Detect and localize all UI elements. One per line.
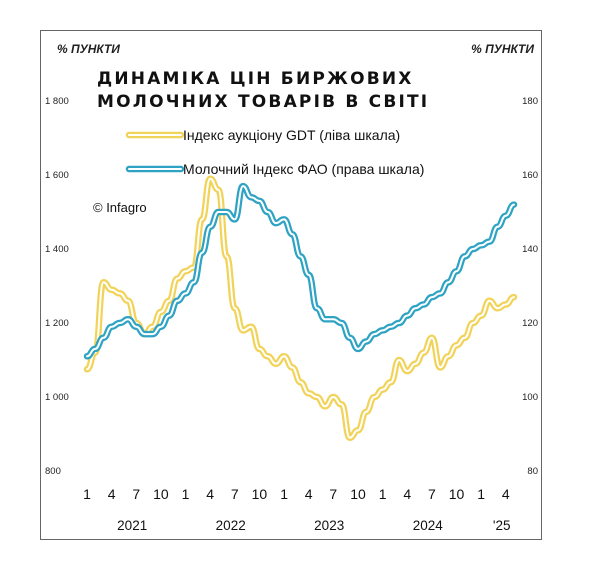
year-label: 2023 [314, 518, 344, 533]
right-tick-label: 100 [522, 392, 538, 403]
left-tick-label: 1 000 [45, 392, 69, 403]
x-tick-label: 4 [403, 486, 411, 502]
year-label: '25 [493, 518, 511, 533]
x-tick-label: 7 [132, 486, 140, 502]
x-tick-label: 1 [379, 486, 387, 502]
year-label: 2021 [117, 518, 147, 533]
x-tick-label: 1 [477, 486, 485, 502]
copyright-text: © Infagro [93, 200, 147, 215]
legend-fao-label: Молочний Індекс ФАО (права шкала) [183, 161, 424, 177]
legend: Індекс аукціону GDT (ліва шкала) Молочни… [125, 127, 424, 177]
year-label: 2022 [216, 518, 246, 533]
left-tick-label: 1 200 [45, 318, 69, 329]
x-axis-month-ticks: 1 4 7 10 1 4 7 10 1 4 7 10 1 4 7 10 1 4 [83, 486, 510, 502]
x-tick-label: 10 [153, 486, 169, 502]
right-axis-unit: % ПУНКТИ [471, 42, 534, 56]
right-tick-label: 120 [522, 318, 538, 329]
year-label: 2024 [413, 518, 444, 533]
left-tick-label: 1 800 [45, 96, 69, 107]
series-lines [83, 175, 518, 441]
series-line-fao-core [86, 185, 515, 358]
left-tick-label: 1 600 [45, 170, 69, 181]
x-tick-label: 7 [329, 486, 337, 502]
x-axis-year-labels: 2021 2022 2023 2024 '25 [117, 518, 510, 533]
chart-frame: % ПУНКТИ % ПУНКТИ ДИНАМІКА ЦІН БИРЖОВИХ … [40, 30, 542, 540]
series-line-gdt [83, 175, 518, 441]
legend-gdt-label: Індекс аукціону GDT (ліва шкала) [183, 127, 400, 143]
x-tick-label: 7 [231, 486, 239, 502]
x-tick-label: 4 [108, 486, 116, 502]
left-axis-ticks: 800 1 000 1 200 1 400 1 600 1 800 [45, 96, 69, 477]
series-line-gdt-core [86, 177, 515, 439]
x-tick-label: 1 [182, 486, 190, 502]
x-tick-label: 4 [206, 486, 214, 502]
x-tick-label: 1 [280, 486, 288, 502]
x-tick-label: 10 [350, 486, 366, 502]
right-tick-label: 160 [522, 170, 538, 181]
x-tick-label: 4 [502, 486, 510, 502]
right-axis-ticks: 80 100 120 140 160 180 [522, 96, 538, 477]
x-tick-label: 1 [83, 486, 91, 502]
x-tick-label: 7 [428, 486, 436, 502]
left-tick-label: 800 [45, 466, 61, 477]
x-tick-label: 4 [305, 486, 313, 502]
left-tick-label: 1 400 [45, 244, 69, 255]
right-tick-label: 140 [522, 244, 538, 255]
chart-title-line-2: МОЛОЧНИХ ТОВАРІВ В СВІТІ [97, 92, 429, 112]
dairy-price-chart: % ПУНКТИ % ПУНКТИ ДИНАМІКА ЦІН БИРЖОВИХ … [45, 42, 538, 533]
x-tick-label: 10 [449, 486, 465, 502]
x-tick-label: 10 [252, 486, 268, 502]
left-axis-unit: % ПУНКТИ [57, 42, 120, 56]
right-tick-label: 80 [527, 466, 538, 477]
right-tick-label: 180 [522, 96, 538, 107]
chart-title-line-1: ДИНАМІКА ЦІН БИРЖОВИХ [97, 69, 414, 89]
